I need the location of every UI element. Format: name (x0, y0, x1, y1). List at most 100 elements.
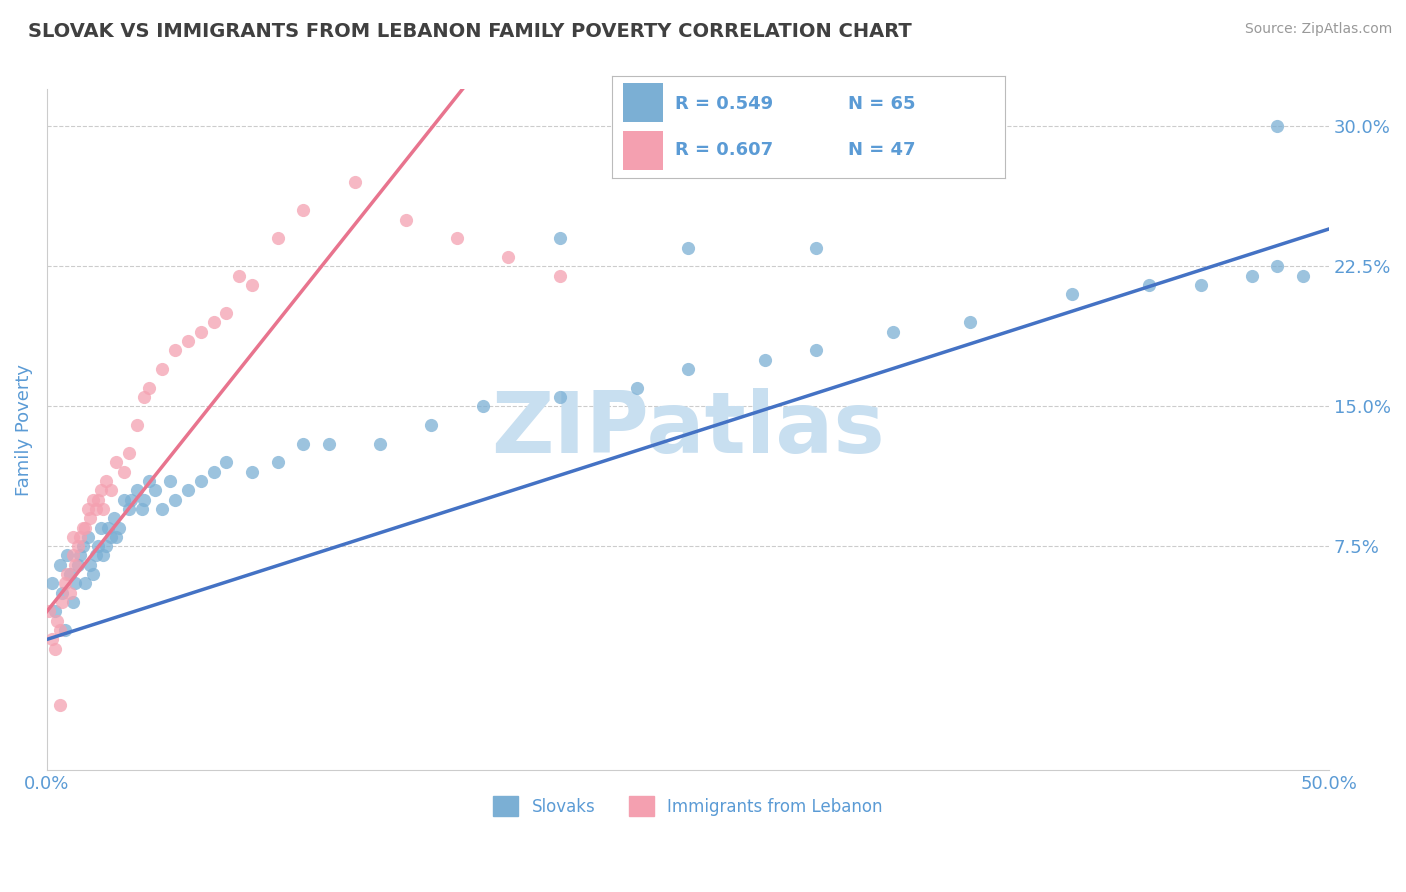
Point (48, 698, 70, 712)
Point (79, 511, 101, 525)
Point (112, 492, 135, 507)
Text: Source: ZipAtlas.com: Source: ZipAtlas.com (1244, 22, 1392, 37)
Point (138, 381, 160, 395)
Point (66, 558, 89, 572)
Text: N = 47: N = 47 (848, 141, 915, 159)
Point (72, 520, 94, 534)
Point (368, 436, 391, 450)
Point (548, 231, 571, 245)
Point (215, 455, 238, 469)
Point (59, 586, 82, 600)
Point (53, 623, 76, 637)
Point (90, 483, 112, 498)
Text: SLOVAK VS IMMIGRANTS FROM LEBANON FAMILY POVERTY CORRELATION CHART: SLOVAK VS IMMIGRANTS FROM LEBANON FAMILY… (28, 22, 912, 41)
Point (159, 474, 181, 488)
Point (131, 501, 153, 516)
Point (82, 492, 104, 507)
Point (134, 492, 156, 507)
Point (121, 492, 143, 507)
Point (343, 175, 366, 189)
Point (91, 549, 114, 563)
Point (100, 483, 122, 498)
Point (471, 399, 494, 413)
Bar (623, 131, 662, 170)
Point (56, 567, 79, 582)
Point (882, 325, 904, 339)
Point (63, 576, 86, 591)
Point (51, 595, 73, 609)
Point (84, 501, 107, 516)
Point (1137, 278, 1160, 293)
Point (318, 436, 340, 450)
Point (41, 632, 63, 647)
Point (69, 549, 91, 563)
Point (125, 483, 148, 498)
Point (66, 539, 89, 553)
Point (62, 549, 84, 563)
Point (215, 306, 238, 320)
Point (804, 241, 827, 255)
Point (100, 530, 122, 544)
Point (804, 343, 827, 358)
Point (75, 576, 97, 591)
Point (91, 501, 114, 516)
Point (1267, 260, 1289, 274)
Point (165, 343, 187, 358)
Point (177, 334, 200, 348)
Point (84, 549, 107, 563)
Point (190, 474, 212, 488)
Point (112, 465, 135, 479)
Point (177, 483, 200, 498)
Point (266, 231, 288, 245)
Legend: Slovaks, Immigrants from Lebanon: Slovaks, Immigrants from Lebanon (486, 789, 889, 823)
Point (87, 539, 110, 553)
Point (150, 501, 173, 516)
Point (395, 212, 418, 227)
Point (69, 530, 91, 544)
Point (77, 530, 100, 544)
Point (420, 417, 443, 432)
Point (266, 455, 288, 469)
Point (41, 576, 63, 591)
Text: R = 0.549: R = 0.549 (675, 95, 773, 112)
Point (240, 465, 263, 479)
Point (62, 595, 84, 609)
Point (626, 381, 648, 395)
Point (754, 352, 776, 367)
Point (134, 390, 156, 404)
Point (90, 520, 112, 534)
Point (1189, 278, 1212, 293)
Point (105, 455, 128, 469)
Point (63, 558, 86, 572)
Point (228, 268, 250, 283)
Point (79, 558, 101, 572)
Point (118, 446, 141, 460)
Point (87, 492, 110, 507)
Point (46, 614, 69, 628)
Point (107, 520, 129, 534)
Point (72, 539, 94, 553)
Y-axis label: Family Poverty: Family Poverty (15, 364, 32, 496)
Bar (623, 83, 662, 122)
Point (82, 567, 104, 582)
Point (94, 539, 117, 553)
Point (138, 474, 160, 488)
Point (959, 315, 981, 329)
Point (676, 241, 699, 255)
Point (38, 604, 60, 618)
Point (292, 436, 315, 450)
Point (94, 474, 117, 488)
Point (62, 530, 84, 544)
Point (1062, 287, 1084, 301)
Point (240, 278, 263, 293)
Point (77, 501, 100, 516)
Point (150, 362, 173, 376)
Point (202, 465, 225, 479)
Point (446, 231, 468, 245)
Text: R = 0.607: R = 0.607 (675, 141, 773, 159)
Point (676, 362, 699, 376)
Point (48, 558, 70, 572)
Point (75, 520, 97, 534)
Point (103, 511, 125, 525)
Point (1240, 268, 1263, 283)
